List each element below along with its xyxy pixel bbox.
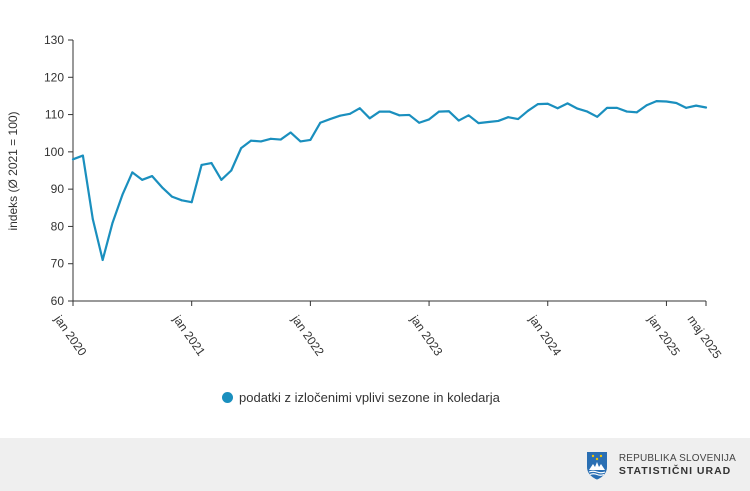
x-tick-label: jan 2025 [644,312,683,359]
y-tick-label: 100 [44,145,64,159]
y-tick-label: 70 [51,257,65,271]
data-point [259,140,262,143]
data-point [665,100,668,103]
data-point [190,201,193,204]
data-point [378,110,381,113]
data-point [695,104,698,107]
data-point [240,147,243,150]
x-tick-label: jan 2022 [288,312,327,359]
data-point [250,139,253,142]
data-point [348,112,351,115]
data-point [161,186,164,189]
legend-label: podatki z izločenimi vplivi sezone in ko… [239,390,500,405]
data-point [91,217,94,220]
footer: REPUBLIKA SLOVENIJA STATISTIČNI URAD [0,438,750,491]
series-layer [71,100,708,262]
data-point [72,158,74,161]
data-point [339,114,342,117]
x-tick-label: jan 2021 [170,312,209,359]
logo-line1: REPUBLIKA SLOVENIJA [618,453,736,464]
data-point [675,102,678,105]
data-point [170,195,173,198]
data-point [358,107,361,110]
y-axis-title: indeks (Ø 2021 = 100) [6,111,20,230]
data-point [279,138,282,141]
x-tick-label: jan 2024 [526,312,565,359]
data-point [576,107,579,110]
data-point [408,113,411,116]
data-point [457,119,460,122]
data-point [517,118,520,121]
x-tick-label: jan 2020 [51,312,90,359]
data-point [586,110,589,113]
data-point [615,106,618,109]
y-tick-label: 130 [44,33,64,47]
data-point [437,110,440,113]
data-point [418,121,421,124]
data-point [546,102,549,105]
legend: podatki z izločenimi vplivi sezone in ko… [222,390,500,405]
data-point [388,110,391,113]
data-point [299,140,302,143]
data-point [220,178,223,181]
data-point [131,171,134,174]
data-point [269,137,272,140]
data-point [111,221,114,224]
data-point [428,118,431,121]
data-point [289,131,292,134]
data-point [368,117,371,120]
data-point [329,118,332,121]
data-point [635,111,638,114]
data-point [81,154,84,157]
logo-line2: STATISTIČNI URAD [618,465,732,477]
data-point [230,169,233,172]
data-point [536,103,539,106]
data-point [655,100,658,103]
logo: REPUBLIKA SLOVENIJA STATISTIČNI URAD [585,450,736,480]
data-point [487,121,490,124]
y-tick-label: 110 [45,108,64,122]
y-tick-label: 80 [51,219,65,233]
y-tick-label: 60 [51,294,65,308]
x-tick-label: jan 2023 [407,312,446,359]
data-point [526,109,529,112]
data-point [625,110,628,113]
data-point [200,163,203,166]
data-point [398,114,401,117]
data-point [596,115,599,118]
data-point [151,175,154,178]
data-point [705,106,707,109]
data-point [447,110,450,113]
data-point [566,102,569,105]
line-chart: indeks (Ø 2021 = 100) 60 70 80 90 100 110 120 1… [6,33,725,362]
data-point [606,106,609,109]
x-axis: jan 2020 jan 2021 jan 2022 jan 2023 jan 2024… [51,300,725,362]
x-tick-label: maj 2025 [685,313,725,362]
data-point [685,106,688,109]
data-point [141,178,144,181]
y-tick-label: 120 [44,70,64,84]
data-point [121,193,124,196]
data-point [180,199,183,202]
legend-marker [222,392,233,403]
series-line [71,100,708,262]
data-point [645,104,648,107]
slovenia-coat-of-arms-icon [586,452,607,480]
data-point [309,138,312,141]
data-point [556,107,559,110]
data-point [497,119,500,122]
data-point [477,122,480,125]
data-point [210,162,213,165]
data-point [319,121,322,124]
y-tick-label: 90 [51,182,65,196]
data-point [507,116,510,119]
y-axis: 60 70 80 90 100 110 120 130 [44,33,74,308]
data-point [467,114,470,117]
data-point [101,258,104,261]
